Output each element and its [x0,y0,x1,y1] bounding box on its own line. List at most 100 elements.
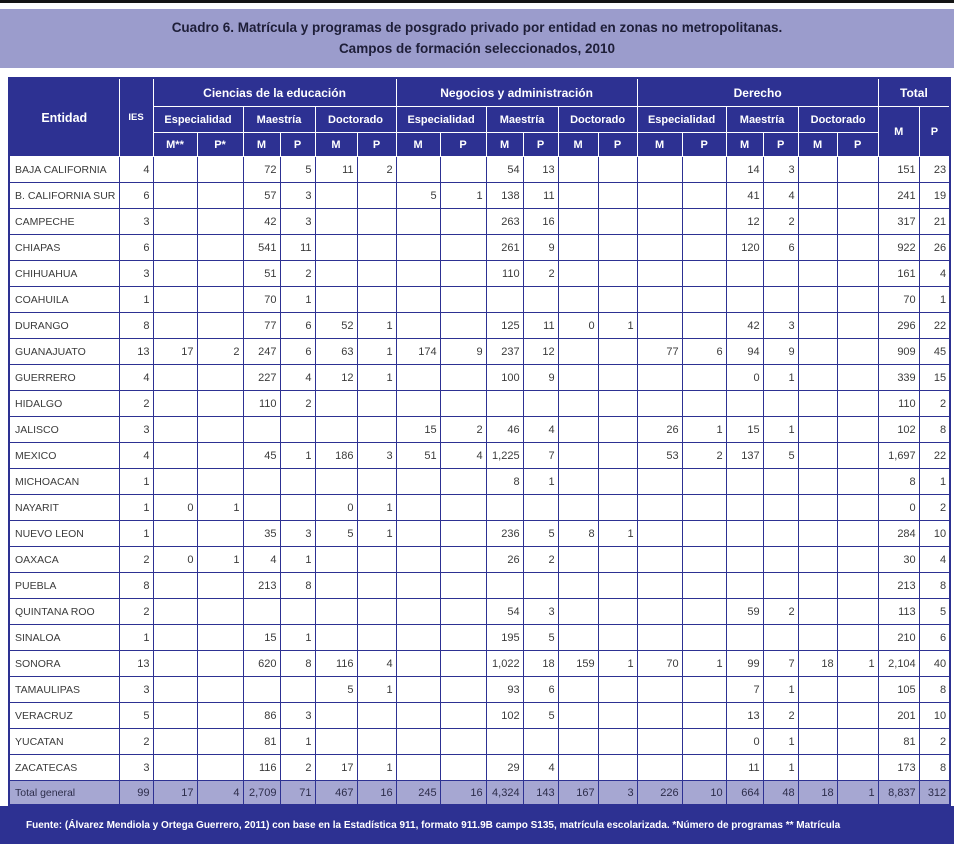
value-cell: 3 [279,182,316,210]
value-cell [485,494,524,522]
value-cell [395,260,441,288]
value-cell: 9 [439,338,487,366]
value-cell [636,494,683,522]
value-cell: 110 [877,390,920,418]
value-cell: 4 [439,442,487,470]
value-cell: 620 [242,650,281,678]
value-cell [681,624,727,652]
value-cell [395,546,441,574]
value-cell: 909 [877,338,920,366]
value-cell [196,572,244,600]
value-cell [522,572,559,600]
value-cell: 13 [522,156,559,184]
value-cell [439,754,487,782]
value-cell: 17 [152,338,198,366]
col-header-mp: M** [152,132,198,158]
value-cell [196,650,244,678]
value-cell [314,208,358,236]
entidad-cell: SINALOA [8,624,120,652]
table-row: DURANGO 8 77 6 52 1 125 11 0 1 42 3 296 22 [8,312,951,340]
value-cell: 110 [242,390,281,418]
ies-cell: 2 [118,598,154,626]
value-cell: 81 [242,728,281,756]
value-cell: 10 [918,520,951,548]
col-header-sub-especialidad: Especialidad [636,106,727,134]
value-cell: 15 [918,364,951,392]
value-cell: 210 [877,624,920,652]
value-cell [836,364,879,392]
value-cell: 0 [314,494,358,522]
value-cell [725,260,764,288]
value-cell: 29 [485,754,524,782]
source-footer: Fuente: (Álvarez Mendiola y Ortega Guerr… [0,805,954,844]
value-cell: 70 [636,650,683,678]
value-cell [152,702,198,730]
value-cell: 77 [636,338,683,366]
value-cell: 70 [877,286,920,314]
value-cell [196,260,244,288]
value-cell [356,546,397,574]
value-cell: 17 [152,780,198,806]
value-cell [152,286,198,314]
value-cell [196,416,244,444]
value-cell: 8 [918,676,951,704]
value-cell [395,156,441,184]
value-cell: 54 [485,598,524,626]
ies-cell: 3 [118,676,154,704]
value-cell: 8 [557,520,599,548]
value-cell [636,156,683,184]
col-header-mp: P [279,132,316,158]
value-cell: 2 [279,260,316,288]
value-cell: 0 [152,546,198,574]
value-cell: 247 [242,338,281,366]
value-cell: 5 [522,520,559,548]
value-cell: 151 [877,156,920,184]
value-cell: 1 [597,312,638,340]
col-header-sub-doctorado: Doctorado [557,106,638,134]
value-cell: 8,837 [877,780,920,806]
value-cell: 5 [918,598,951,626]
table-row: B. CALIFORNIA SUR 6 57 3 5 1 138 11 41 4 241 19 [8,182,951,210]
entidad-cell: GUANAJUATO [8,338,120,366]
value-cell [636,312,683,340]
value-cell [557,286,599,314]
value-cell [557,416,599,444]
ies-cell: 8 [118,312,154,340]
entidad-cell: CHIHUAHUA [8,260,120,288]
value-cell: 0 [152,494,198,522]
col-header-group-negocios: Negocios y administración [395,77,638,108]
value-cell [439,286,487,314]
value-cell: 93 [485,676,524,704]
value-cell: 15 [242,624,281,652]
value-cell [636,260,683,288]
ies-cell: 3 [118,754,154,782]
value-cell [636,208,683,236]
value-cell [797,442,838,470]
value-cell: 1 [681,416,727,444]
value-cell [395,650,441,678]
value-cell: 72 [242,156,281,184]
value-cell [836,520,879,548]
value-cell [557,754,599,782]
value-cell [681,728,727,756]
value-cell [152,416,198,444]
ies-cell: 1 [118,624,154,652]
value-cell [557,468,599,496]
ies-cell: 1 [118,286,154,314]
value-cell [557,676,599,704]
value-cell: 1 [279,546,316,574]
value-cell: 116 [242,754,281,782]
value-cell [797,312,838,340]
value-cell [242,468,281,496]
value-cell [395,494,441,522]
top-border-line [0,0,954,3]
value-cell: 1 [279,728,316,756]
value-cell [597,208,638,236]
value-cell [395,624,441,652]
value-cell [439,208,487,236]
value-cell [681,676,727,704]
value-cell [152,156,198,184]
value-cell [636,182,683,210]
ies-cell: 3 [118,416,154,444]
value-cell: 3 [356,442,397,470]
